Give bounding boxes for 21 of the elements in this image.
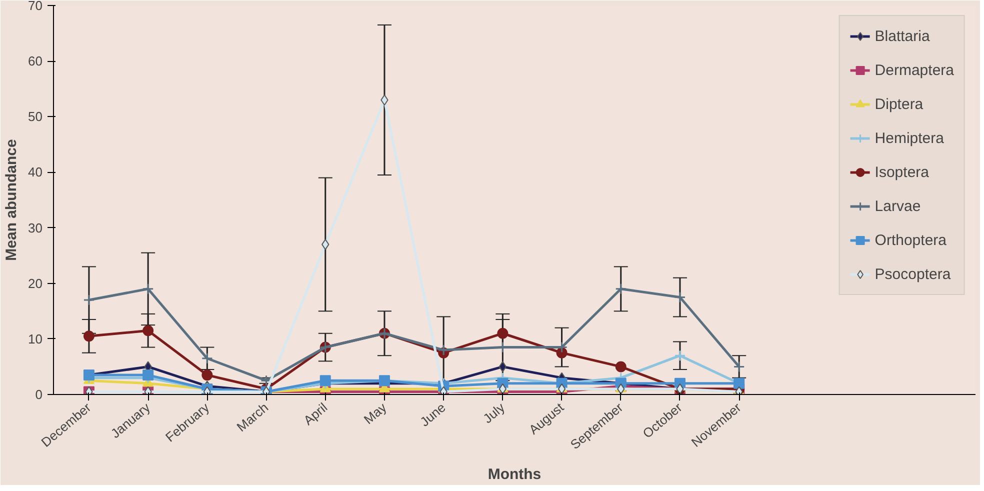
y-axis-title: Mean abundance: [3, 139, 20, 261]
y-tick-label: 50: [28, 109, 43, 124]
y-tick-label: 10: [28, 331, 43, 346]
legend-label: Isoptera: [874, 164, 929, 180]
y-tick-label: 30: [28, 220, 43, 236]
x-tick-label: May: [360, 399, 390, 428]
legend-label: Orthoptera: [874, 232, 947, 248]
y-tick-label: 60: [28, 54, 43, 69]
x-tick-label: July: [480, 399, 508, 426]
y-tick-label: 20: [28, 276, 43, 291]
legend-label: Diptera: [874, 96, 924, 112]
legend-label: Larvae: [874, 198, 921, 214]
x-tick-label: June: [417, 400, 448, 430]
x-axis-title: Months: [488, 466, 542, 483]
y-tick-label: 70: [28, 0, 43, 13]
legend-label: Dermaptera: [874, 62, 954, 78]
legend-label: Psocoptera: [874, 266, 951, 282]
legend-label: Blattaria: [874, 28, 930, 44]
legend-label: Hemiptera: [874, 130, 944, 146]
y-tick-label: 0: [35, 387, 43, 402]
y-tick-label: 40: [28, 164, 43, 180]
